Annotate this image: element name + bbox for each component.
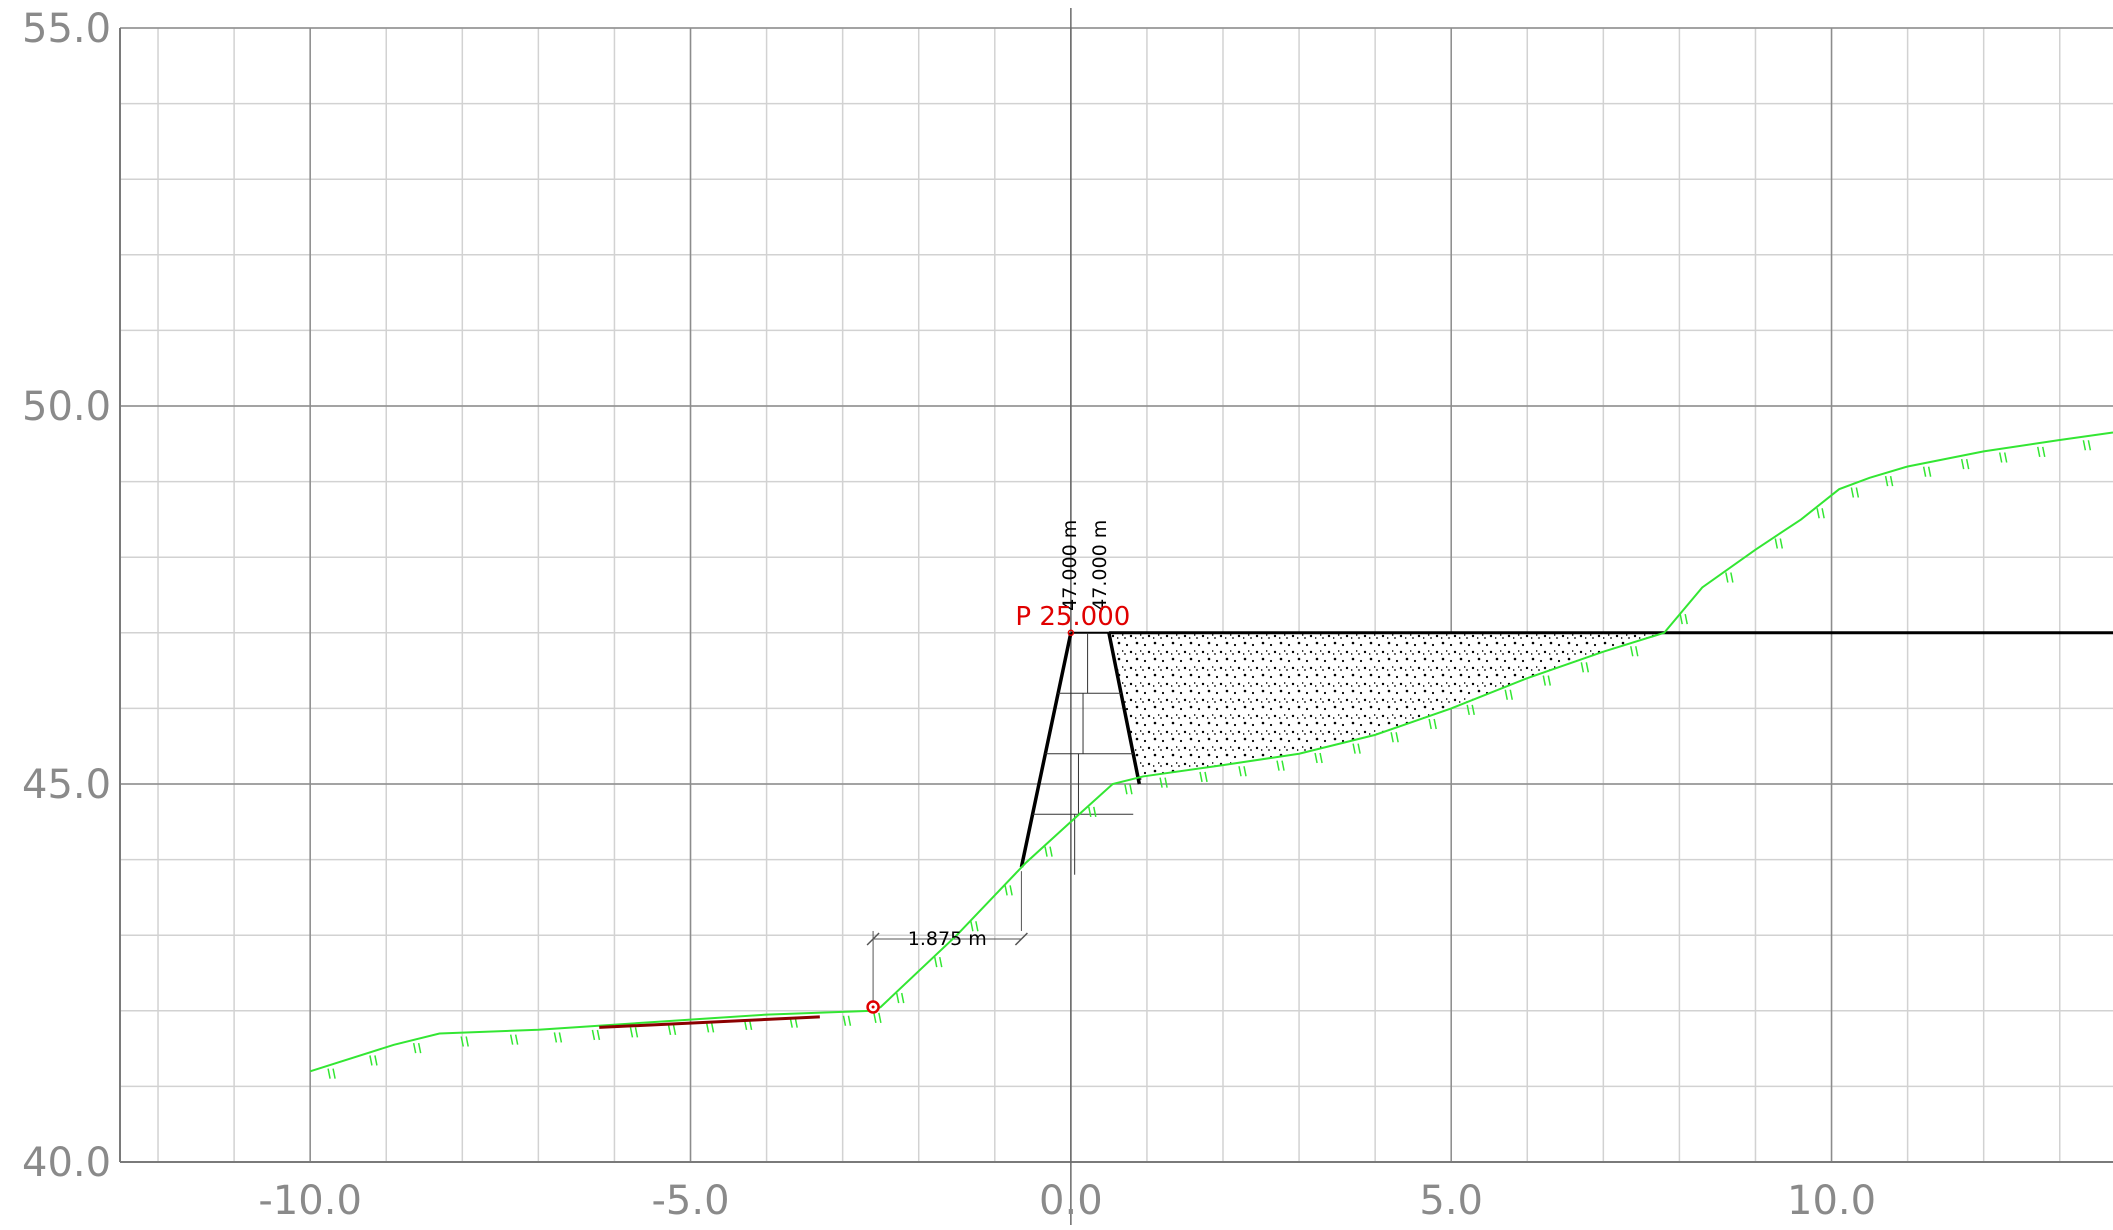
terrain-hatch-mark	[1124, 784, 1133, 795]
terrain-hatch-mark	[1276, 760, 1285, 771]
terrain-hatch-mark	[1088, 806, 1097, 818]
terrain-hatch-mark	[1044, 846, 1053, 857]
x-tick-label: 0.0	[1039, 1178, 1103, 1224]
terrain-hatch-mark	[705, 1022, 715, 1033]
terrain-hatch-mark	[895, 992, 905, 1004]
terrain-hatch-mark	[1004, 885, 1013, 896]
level-label-left: 47.000 m	[1059, 520, 1081, 611]
terrain-hatch-mark	[873, 1012, 882, 1024]
terrain-hatch-mark	[2036, 446, 2046, 458]
terrain-hatch-mark	[934, 957, 943, 968]
terrain-hatch-mark	[842, 1015, 852, 1026]
point-label: P 25.000	[1015, 602, 1130, 632]
terrain-hatch-mark	[1630, 646, 1639, 657]
wall-front-face	[1019, 632, 1073, 868]
marker-point-center	[871, 1005, 875, 1009]
terrain-hatch-mark	[1504, 689, 1513, 700]
terrain-hatch-mark	[412, 1043, 422, 1054]
axis-layer: -10.0 -5.0 0.0 5.0 10.0 40.0 45.0 50.0 55.0	[22, 6, 1876, 1224]
terrain-hatch-mark	[1725, 572, 1734, 583]
soil-fill-layer	[1108, 632, 1665, 784]
y-tick-label: 40.0	[22, 1140, 111, 1186]
terrain-hatch-mark	[1774, 538, 1784, 549]
terrain-hatch-mark	[1314, 752, 1323, 764]
terrain-hatch-mark	[970, 921, 979, 932]
retaining-wall-layer	[866, 629, 2113, 1004]
grid-major	[119, 8, 2113, 1225]
y-tick-label: 50.0	[22, 384, 111, 430]
terrain-hatch-mark	[591, 1029, 601, 1041]
terrain-hatch-mark	[509, 1034, 519, 1045]
terrain-hatch-mark	[1542, 675, 1552, 686]
terrain-hatch-mark	[1390, 732, 1399, 743]
terrain-layer	[309, 431, 2113, 1079]
y-tick-label: 55.0	[22, 6, 111, 52]
terrain-hatch-mark	[2082, 440, 2092, 451]
terrain-hatch-mark	[1922, 466, 1932, 477]
terrain-hatch-mark	[1679, 613, 1688, 625]
x-tick-label: -10.0	[258, 1178, 362, 1224]
level-label-right: 47.000 m	[1089, 520, 1111, 611]
x-tick-label: 5.0	[1419, 1178, 1483, 1224]
red-segment	[599, 1015, 820, 1029]
terrain-hatch-mark	[1428, 718, 1437, 730]
dimension-label: 1.875 m	[908, 928, 987, 950]
wall-back-face	[1107, 632, 1142, 785]
soil-fill-area	[1108, 632, 1665, 784]
dimension-tick-left	[866, 932, 880, 946]
terrain-hatch-mark	[667, 1024, 677, 1036]
terrain-hatch-mark	[1580, 662, 1590, 673]
terrain-hatch-mark	[327, 1068, 336, 1079]
terrain-hatch-mark	[369, 1055, 378, 1066]
terrain-hatch-mark	[1466, 704, 1475, 715]
terrain-hatch-mark	[629, 1027, 639, 1038]
terrain-hatch-mark	[553, 1032, 563, 1043]
terrain-hatch-mark	[1998, 452, 2008, 463]
terrain-hatch-mark	[1238, 766, 1247, 777]
y-tick-label: 45.0	[22, 762, 111, 808]
terrain-hatch-mark	[1199, 771, 1208, 783]
terrain-hatch-mark	[1850, 487, 1860, 498]
terrain-hatch-mark	[1159, 777, 1168, 788]
x-tick-label: -5.0	[651, 1178, 729, 1224]
terrain-hatch-mark	[460, 1036, 469, 1047]
terrain-hatch-mark	[1352, 743, 1361, 754]
terrain-hatch-mark	[1884, 476, 1894, 487]
wall-top-point	[1067, 629, 1075, 637]
dimension-tick-right	[1014, 932, 1028, 946]
terrain-hatch-mark	[1960, 458, 1970, 470]
x-tick-label: 10.0	[1787, 1178, 1876, 1224]
grid-minor	[120, 27, 2113, 1163]
terrain-line	[309, 431, 2113, 1073]
terrain-hatch-mark	[1816, 508, 1825, 519]
